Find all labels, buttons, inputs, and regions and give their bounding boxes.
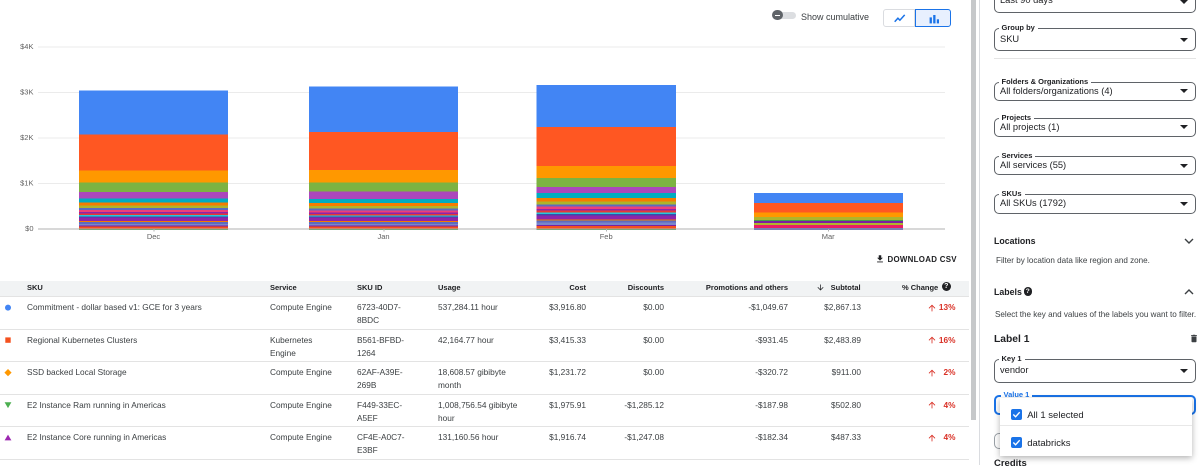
svg-text:$1K: $1K [20, 179, 33, 188]
svg-text:Feb: Feb [600, 232, 613, 241]
svg-text:Dec: Dec [147, 232, 161, 241]
svg-text:$0: $0 [25, 224, 33, 233]
svg-text:$3K: $3K [20, 88, 33, 97]
svg-text:$4K: $4K [20, 42, 33, 51]
svg-text:Mar: Mar [822, 232, 835, 241]
svg-text:$2K: $2K [20, 133, 33, 142]
svg-text:Jan: Jan [377, 232, 389, 241]
